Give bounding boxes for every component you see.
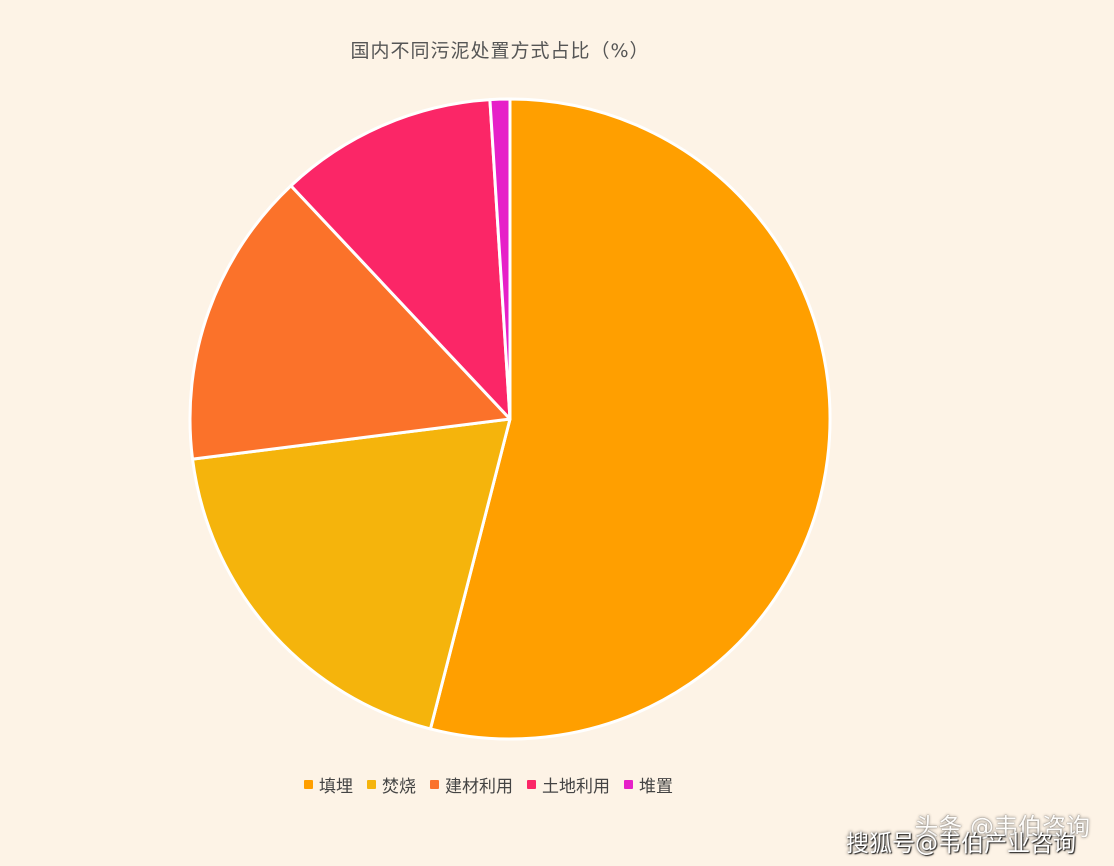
- pie-slice-landfill[interactable]: [428, 97, 832, 741]
- pie-slice-stockpile[interactable]: [488, 97, 512, 421]
- legend-swatch: [430, 780, 439, 789]
- legend-swatch: [304, 780, 313, 789]
- watermark-sohu: 搜狐号@韦伯产业咨询: [846, 831, 1076, 857]
- watermark-toutiao: 头条 @韦伯咨询: [914, 813, 1090, 841]
- pie-slice-incineration[interactable]: [191, 417, 512, 731]
- legend-swatch: [527, 780, 536, 789]
- legend-label: 填埋: [319, 777, 353, 797]
- chart-title: 国内不同污泥处置方式占比（%）: [350, 40, 650, 62]
- legend-swatch: [624, 780, 633, 789]
- legend-label: 堆置: [639, 777, 673, 797]
- pie-slice-land-use[interactable]: [289, 98, 512, 421]
- legend-label: 焚烧: [382, 777, 416, 797]
- legend-item-building-material[interactable]: 建材利用: [430, 772, 513, 797]
- pie-slice-building-material[interactable]: [188, 184, 512, 461]
- legend-item-incineration[interactable]: 焚烧: [367, 772, 416, 797]
- chart-legend: 填埋 焚烧 建材利用 土地利用 堆置: [304, 772, 673, 797]
- legend-item-land-use[interactable]: 土地利用: [527, 772, 610, 797]
- legend-item-landfill[interactable]: 填埋: [304, 772, 353, 797]
- legend-item-stockpile[interactable]: 堆置: [624, 772, 673, 797]
- legend-label: 土地利用: [542, 777, 610, 797]
- legend-label: 建材利用: [445, 777, 513, 797]
- legend-swatch: [367, 780, 376, 789]
